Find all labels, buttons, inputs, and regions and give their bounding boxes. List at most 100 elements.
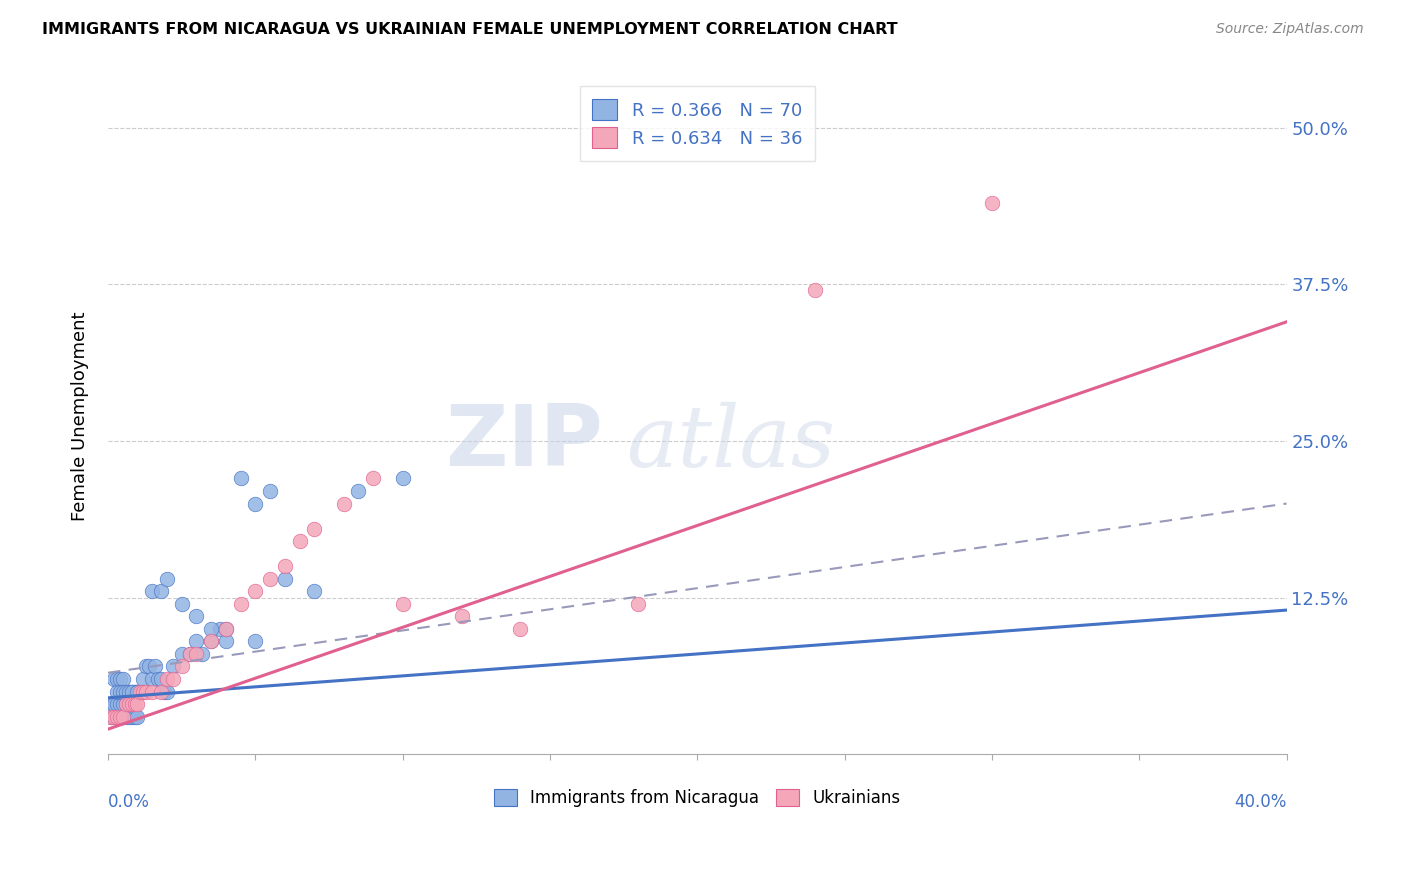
Point <box>100 709 122 723</box>
Point <box>170 597 193 611</box>
Point <box>111 709 134 723</box>
Point <box>108 709 131 723</box>
Point <box>162 672 184 686</box>
Point <box>108 684 131 698</box>
Point <box>135 659 157 673</box>
Point <box>114 684 136 698</box>
Text: Source: ZipAtlas.com: Source: ZipAtlas.com <box>1216 22 1364 37</box>
Point <box>135 684 157 698</box>
Point <box>361 471 384 485</box>
Point <box>391 597 413 611</box>
Point <box>132 684 155 698</box>
Point <box>162 659 184 673</box>
Point <box>150 672 173 686</box>
Point <box>186 647 208 661</box>
Point <box>156 672 179 686</box>
Point <box>100 709 122 723</box>
Point <box>103 672 125 686</box>
Point <box>215 622 238 636</box>
Point <box>153 684 176 698</box>
Point <box>127 684 149 698</box>
Point <box>132 672 155 686</box>
Point <box>117 697 139 711</box>
Point <box>170 647 193 661</box>
Point <box>111 672 134 686</box>
Point <box>509 622 531 636</box>
Point <box>103 709 125 723</box>
Point <box>245 634 267 648</box>
Point <box>191 647 214 661</box>
Point <box>105 709 128 723</box>
Point <box>186 634 208 648</box>
Point <box>245 497 267 511</box>
Point <box>114 684 136 698</box>
Point <box>117 697 139 711</box>
Point <box>450 609 472 624</box>
Point <box>111 684 134 698</box>
Point <box>114 697 136 711</box>
Point <box>186 609 208 624</box>
Text: 40.0%: 40.0% <box>1234 793 1286 811</box>
Point <box>121 684 143 698</box>
Point <box>200 634 222 648</box>
Point <box>170 659 193 673</box>
Point <box>304 584 326 599</box>
Point <box>146 672 169 686</box>
Point <box>124 697 146 711</box>
Point <box>179 647 201 661</box>
Point <box>156 684 179 698</box>
Point <box>981 195 1004 210</box>
Text: 0.0%: 0.0% <box>108 793 150 811</box>
Point <box>150 584 173 599</box>
Point <box>121 684 143 698</box>
Point <box>229 471 252 485</box>
Point <box>215 634 238 648</box>
Point <box>391 471 413 485</box>
Point <box>114 697 136 711</box>
Point <box>124 684 146 698</box>
Point <box>259 572 281 586</box>
Point <box>108 709 131 723</box>
Point <box>124 684 146 698</box>
Point <box>259 483 281 498</box>
Point <box>627 597 650 611</box>
Point <box>105 672 128 686</box>
Legend: Immigrants from Nicaragua, Ukrainians: Immigrants from Nicaragua, Ukrainians <box>486 782 907 814</box>
Point <box>141 584 163 599</box>
Point <box>200 622 222 636</box>
Point <box>245 584 267 599</box>
Point <box>804 284 827 298</box>
Point <box>124 709 146 723</box>
Point <box>150 684 173 698</box>
Y-axis label: Female Unemployment: Female Unemployment <box>72 311 89 521</box>
Point <box>141 672 163 686</box>
Text: ZIP: ZIP <box>446 401 603 484</box>
Point <box>121 697 143 711</box>
Point <box>332 497 354 511</box>
Text: IMMIGRANTS FROM NICARAGUA VS UKRAINIAN FEMALE UNEMPLOYMENT CORRELATION CHART: IMMIGRANTS FROM NICARAGUA VS UKRAINIAN F… <box>42 22 898 37</box>
Point <box>105 697 128 711</box>
Point <box>274 572 297 586</box>
Point <box>121 709 143 723</box>
Point <box>105 684 128 698</box>
Point <box>156 572 179 586</box>
Point <box>347 483 370 498</box>
Point <box>132 684 155 698</box>
Point <box>121 684 143 698</box>
Point <box>127 684 149 698</box>
Point <box>229 597 252 611</box>
Point <box>111 697 134 711</box>
Point <box>143 659 166 673</box>
Point <box>100 697 122 711</box>
Text: atlas: atlas <box>627 401 835 484</box>
Point <box>127 709 149 723</box>
Point <box>215 622 238 636</box>
Point <box>129 684 152 698</box>
Point <box>103 709 125 723</box>
Point <box>108 672 131 686</box>
Point <box>208 622 231 636</box>
Point <box>103 697 125 711</box>
Point <box>108 697 131 711</box>
Point <box>114 709 136 723</box>
Point <box>129 684 152 698</box>
